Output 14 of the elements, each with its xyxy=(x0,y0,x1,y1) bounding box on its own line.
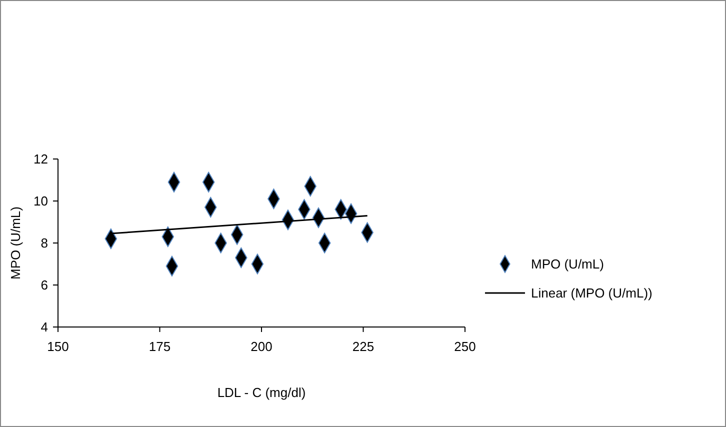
y-axis-title: MPO (U/mL) xyxy=(8,206,23,280)
y-tick-label: 6 xyxy=(40,278,48,293)
x-tick-label: 150 xyxy=(47,339,69,354)
legend-label: MPO (U/mL) xyxy=(531,256,604,272)
x-tick-label: 200 xyxy=(250,339,272,354)
y-tick-label: 8 xyxy=(40,236,48,251)
legend-label: Linear (MPO (U/mL)) xyxy=(531,286,652,301)
x-tick-label: 250 xyxy=(454,339,476,354)
y-tick-label: 10 xyxy=(34,194,48,209)
y-tick-label: 12 xyxy=(34,152,48,167)
x-axis-title: LDL - C (mg/dl) xyxy=(217,385,306,400)
x-tick-label: 175 xyxy=(148,339,171,354)
x-tick-label: 225 xyxy=(352,339,374,354)
y-tick-label: 4 xyxy=(40,320,48,335)
